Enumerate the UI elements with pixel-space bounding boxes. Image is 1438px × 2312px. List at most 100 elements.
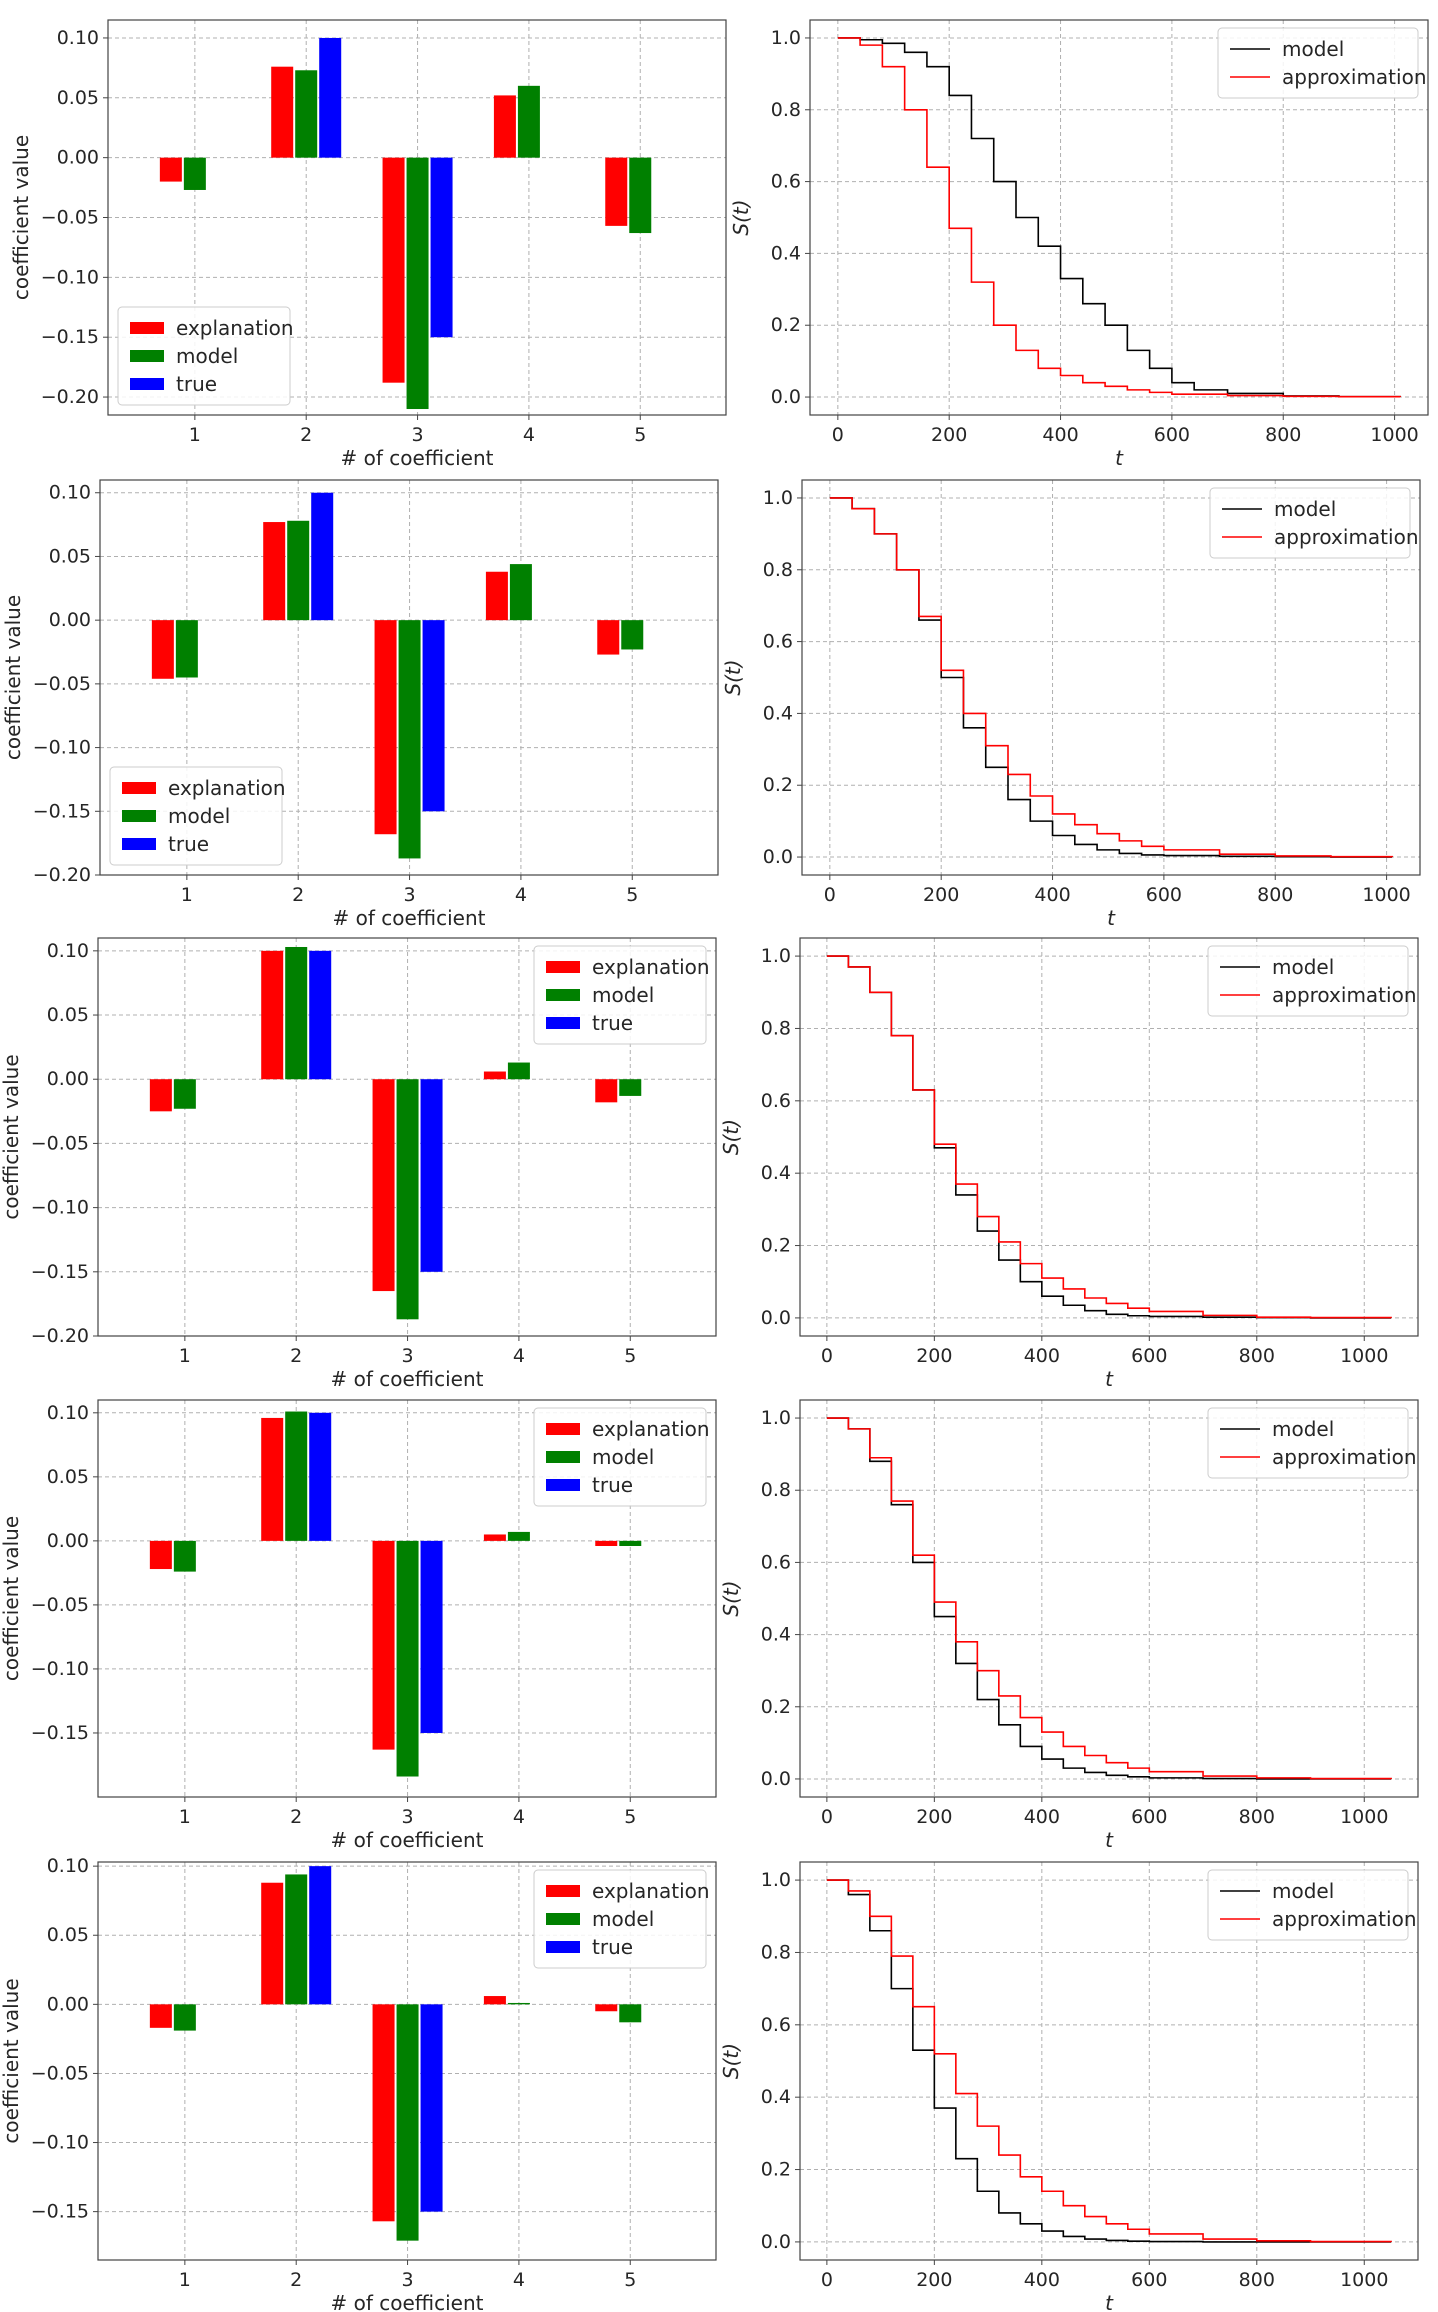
bar-model-5	[619, 1540, 642, 1546]
y-tick-label: 0.0	[763, 846, 793, 868]
legend-label-explanation: explanation	[592, 1417, 710, 1441]
y-tick-label: 0.2	[771, 314, 801, 336]
legend: explanation model true	[109, 766, 286, 866]
y-tick-label: −0.05	[33, 673, 91, 695]
y-tick-label: −0.10	[41, 266, 99, 288]
legend-label-explanation: explanation	[592, 955, 710, 979]
legend-label-approximation: approximation	[1272, 983, 1417, 1007]
bar-true-2	[309, 1412, 332, 1541]
x-tick-label: 3	[402, 2269, 414, 2291]
x-tick-label: 3	[402, 1345, 414, 1367]
x-tick-label: 200	[916, 1345, 952, 1367]
y-tick-label: 0.05	[47, 1004, 89, 1026]
y-axis-label: coefficient value	[1, 595, 25, 760]
y-tick-label: 0.05	[47, 1466, 89, 1488]
bar-model-2	[287, 520, 310, 621]
x-tick-label: 3	[402, 1806, 414, 1828]
x-axis-label: t	[1105, 1828, 1114, 1852]
coefficient-bar-chart: 0.10 0.05 0.00 −0.05 −0.10 −0.15 −0.20 1 2 3 4 5 # o…	[0, 937, 717, 1391]
approximation-curve	[826, 1879, 1392, 2243]
coefficient-bar-chart: 0.10 0.05 0.00 −0.05 −0.10 −0.15 1 2 3 4 5 # of coe…	[0, 1399, 717, 1852]
bar-explanation-4	[483, 1071, 506, 1080]
legend-swatch-model	[546, 1451, 580, 1463]
legend: explanation model true	[533, 945, 710, 1045]
bar-true-3	[420, 2004, 443, 2212]
y-tick-label: 0.00	[49, 609, 91, 631]
y-tick-label: 0.2	[761, 2159, 791, 2181]
x-tick-label: 200	[931, 424, 967, 446]
legend: model approximation	[1209, 487, 1419, 559]
y-tick-label: −0.15	[31, 1722, 89, 1744]
y-tick-label: 0.8	[761, 1941, 791, 1963]
legend-box	[1207, 945, 1409, 1017]
y-axis-label: S(t)	[719, 1580, 743, 1616]
y-axis-label: S(t)	[719, 2043, 743, 2079]
y-tick-label: 0.6	[763, 631, 793, 653]
x-tick-label: 1000	[1340, 1345, 1388, 1367]
plot-frame	[809, 19, 1429, 416]
y-tick-label: 0.10	[47, 1855, 89, 1877]
x-tick-label: 5	[624, 2269, 636, 2291]
x-tick-label: 200	[916, 1806, 952, 1828]
bar-true-3	[422, 620, 445, 812]
bar-explanation-1	[149, 2004, 172, 2028]
y-tick-label: 0.05	[49, 545, 91, 567]
y-tick-label: 0.4	[761, 1624, 791, 1646]
x-tick-label: 400	[1034, 884, 1070, 906]
bar-model-1	[173, 1079, 196, 1109]
legend-swatch-model	[546, 989, 580, 1001]
y-axis-label: coefficient value	[0, 1516, 23, 1681]
x-axis-label: # of coefficient	[331, 2291, 484, 2312]
legend-box	[1207, 1407, 1409, 1479]
legend-swatch-true	[122, 838, 156, 850]
legend-label-approximation: approximation	[1274, 525, 1419, 549]
bar-explanation-4	[485, 571, 508, 621]
legend-swatch-explanation	[546, 961, 580, 973]
bar-model-4	[509, 564, 532, 621]
bar-model-3	[406, 157, 429, 410]
legend-swatch-true	[130, 378, 164, 390]
bar-explanation-2	[263, 522, 286, 621]
bar-model-2	[285, 946, 308, 1080]
legend: model approximation	[1207, 1869, 1417, 1941]
legend-swatch-true	[546, 1017, 580, 1029]
x-tick-label: 3	[404, 884, 416, 906]
legend-label-explanation: explanation	[168, 776, 286, 800]
legend-label-model: model	[176, 344, 238, 368]
x-tick-label: 0	[821, 2269, 833, 2291]
y-tick-label: 0.8	[763, 559, 793, 581]
x-tick-label: 5	[624, 1806, 636, 1828]
x-tick-label: 2	[290, 2269, 302, 2291]
bar-model-3	[396, 1540, 419, 1777]
legend: model approximation	[1217, 27, 1427, 99]
x-tick-label: 2	[290, 1345, 302, 1367]
legend-label-true: true	[592, 1473, 633, 1497]
x-tick-label: 600	[1131, 2269, 1167, 2291]
y-tick-label: 0.00	[47, 1530, 89, 1552]
y-tick-label: 0.8	[771, 99, 801, 121]
x-tick-label: 600	[1131, 1345, 1167, 1367]
x-tick-label: 0	[821, 1806, 833, 1828]
bar-model-5	[621, 620, 644, 650]
y-tick-label: 0.00	[47, 1993, 89, 2015]
x-tick-label: 2	[300, 424, 312, 446]
plot-frame	[97, 1399, 717, 1798]
x-tick-label: 1	[179, 1806, 191, 1828]
y-tick-label: 0.05	[47, 1924, 89, 1946]
y-tick-label: −0.05	[41, 207, 99, 229]
legend-label-model: model	[1274, 497, 1336, 521]
survival-curve-chart: 1.0 0.8 0.6 0.4 0.2 0.0 0 200 400 600 800 1000 t S(t)…	[719, 1861, 1419, 2312]
y-tick-label: 0.4	[771, 242, 801, 264]
y-tick-label: 1.0	[761, 1407, 791, 1429]
bar-explanation-5	[595, 2004, 618, 2012]
approximation-curve	[837, 37, 1401, 398]
bar-true-3	[430, 157, 453, 338]
x-tick-label: 0	[824, 884, 836, 906]
legend-label-true: true	[176, 372, 217, 396]
bar-model-1	[175, 620, 198, 678]
bar-explanation-2	[271, 66, 294, 158]
y-tick-label: −0.15	[31, 2201, 89, 2223]
bar-model-3	[396, 1079, 419, 1320]
bar-model-5	[619, 2004, 642, 2023]
x-tick-label: 5	[626, 884, 638, 906]
